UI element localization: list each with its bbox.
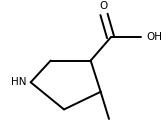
Text: HN: HN — [11, 77, 27, 87]
Text: OH: OH — [146, 32, 162, 42]
Text: O: O — [100, 1, 108, 11]
